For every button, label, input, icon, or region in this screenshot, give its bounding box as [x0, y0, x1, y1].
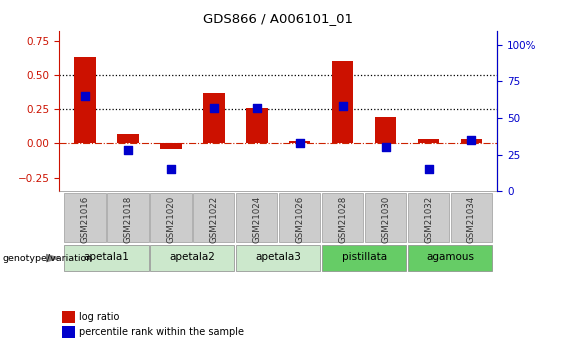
- Text: log ratio: log ratio: [79, 312, 119, 322]
- Text: GSM21024: GSM21024: [253, 196, 261, 243]
- Text: GSM21018: GSM21018: [124, 196, 133, 243]
- Text: apetala1: apetala1: [84, 252, 129, 262]
- Text: GDS866 / A006101_01: GDS866 / A006101_01: [203, 12, 353, 25]
- Text: GSM21028: GSM21028: [338, 196, 347, 243]
- Bar: [75, 57, 96, 144]
- FancyBboxPatch shape: [236, 245, 320, 271]
- Point: [381, 145, 390, 150]
- Bar: [460, 139, 482, 144]
- Point: [210, 105, 219, 111]
- Text: agamous: agamous: [426, 252, 474, 262]
- Point: [253, 105, 262, 111]
- Bar: [160, 144, 182, 149]
- Point: [167, 167, 176, 172]
- Text: pistillata: pistillata: [342, 252, 386, 262]
- Point: [338, 104, 347, 109]
- Text: apetala3: apetala3: [255, 252, 301, 262]
- Text: GSM21026: GSM21026: [295, 196, 304, 243]
- Text: GSM21020: GSM21020: [167, 196, 176, 243]
- Bar: [332, 61, 353, 144]
- FancyBboxPatch shape: [150, 193, 192, 242]
- FancyBboxPatch shape: [408, 245, 492, 271]
- Bar: [375, 117, 396, 144]
- Text: GSM21034: GSM21034: [467, 196, 476, 243]
- Bar: [62, 326, 75, 338]
- Text: GSM21016: GSM21016: [81, 196, 90, 243]
- FancyBboxPatch shape: [322, 193, 363, 242]
- FancyBboxPatch shape: [279, 193, 320, 242]
- Bar: [62, 310, 75, 323]
- Text: genotype/variation: genotype/variation: [3, 254, 93, 263]
- Text: apetala2: apetala2: [170, 252, 215, 262]
- FancyBboxPatch shape: [236, 193, 277, 242]
- FancyBboxPatch shape: [150, 245, 234, 271]
- FancyBboxPatch shape: [322, 245, 406, 271]
- Point: [81, 93, 90, 99]
- FancyBboxPatch shape: [408, 193, 449, 242]
- Bar: [418, 139, 439, 144]
- Text: GSM21022: GSM21022: [210, 196, 218, 243]
- Text: GSM21030: GSM21030: [381, 196, 390, 243]
- Bar: [203, 93, 225, 144]
- Text: percentile rank within the sample: percentile rank within the sample: [79, 327, 244, 337]
- Polygon shape: [46, 255, 59, 262]
- Point: [424, 167, 433, 172]
- Point: [124, 148, 133, 153]
- FancyBboxPatch shape: [107, 193, 149, 242]
- FancyBboxPatch shape: [64, 193, 106, 242]
- Bar: [118, 134, 139, 144]
- FancyBboxPatch shape: [365, 193, 406, 242]
- Bar: [246, 108, 268, 144]
- FancyBboxPatch shape: [64, 245, 149, 271]
- Bar: [289, 141, 310, 144]
- Text: GSM21032: GSM21032: [424, 196, 433, 243]
- Point: [467, 137, 476, 143]
- FancyBboxPatch shape: [451, 193, 492, 242]
- FancyBboxPatch shape: [193, 193, 234, 242]
- Point: [295, 140, 304, 146]
